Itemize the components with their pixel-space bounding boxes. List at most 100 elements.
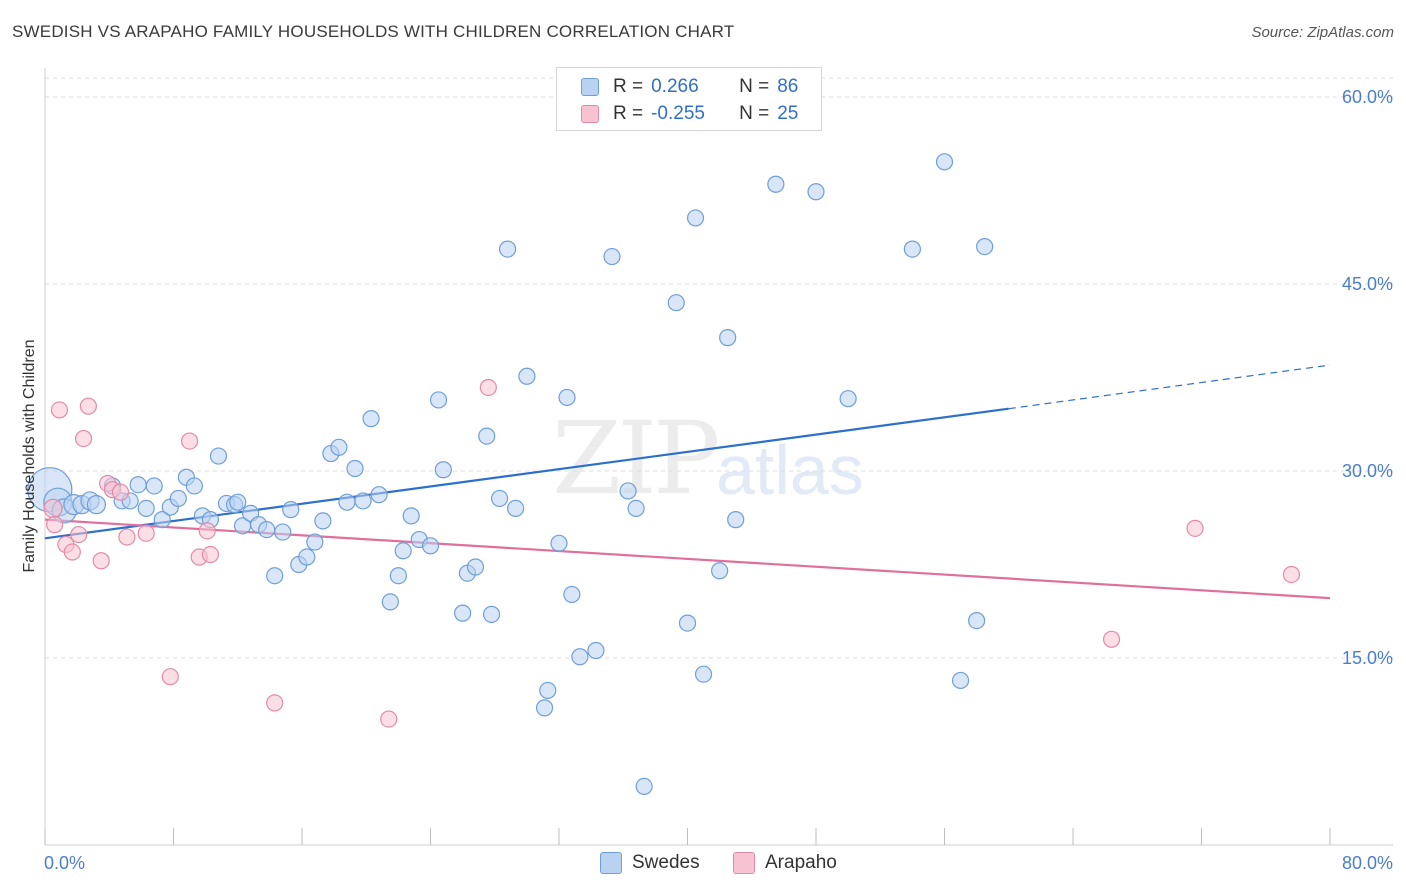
- arapaho-point: [63, 543, 81, 561]
- swedes-point: [338, 493, 356, 511]
- arapaho-point: [79, 397, 97, 415]
- swedes-point: [402, 507, 420, 525]
- swedes-point: [137, 499, 155, 517]
- swedes-point: [258, 520, 276, 539]
- swedes-point: [421, 537, 440, 555]
- swedes-point: [951, 671, 970, 690]
- legend-r-value: 0.266: [651, 76, 699, 97]
- swedes-point: [507, 499, 525, 517]
- legend-r-value: -0.255: [651, 103, 705, 124]
- y-tick-label: 30.0%: [1342, 461, 1393, 481]
- swedes-point: [976, 238, 994, 256]
- legend-n-value: 25: [777, 103, 799, 124]
- arapaho-point: [198, 522, 216, 540]
- swedes-point: [711, 562, 729, 580]
- arapaho-point: [111, 483, 130, 501]
- swedes-point: [499, 240, 517, 258]
- swedes-point: [478, 427, 496, 445]
- arapaho-point: [479, 378, 497, 397]
- legend-row-swedes: R = 0.266 N = 86: [581, 75, 798, 99]
- series-legend: Swedes Arapaho: [0, 852, 1406, 876]
- swedes-point: [346, 459, 364, 478]
- arapaho-point: [74, 429, 93, 448]
- arapaho-point: [201, 545, 220, 564]
- swedes-point: [274, 523, 292, 541]
- legend-n-label: N =: [739, 103, 770, 124]
- arapaho-point: [161, 668, 179, 686]
- swedes-point: [381, 593, 399, 611]
- swedes-swatch: [600, 852, 622, 874]
- swedes-point: [434, 461, 452, 479]
- y-tick-label: 60.0%: [1342, 87, 1393, 107]
- swedes-point: [627, 499, 645, 517]
- arapaho-point: [180, 432, 199, 450]
- swedes-point: [209, 447, 228, 465]
- arapaho-point: [1282, 565, 1301, 584]
- legend-swatch-blue: [581, 78, 599, 96]
- legend-r-label: R =: [613, 103, 644, 124]
- trend-lines: [44, 364, 1331, 600]
- x-tick-label: 80.0%: [1342, 853, 1393, 873]
- source-label: Source: ZipAtlas.com: [1251, 24, 1394, 41]
- arapaho-point: [1186, 519, 1204, 537]
- swedes-point: [767, 175, 785, 193]
- legend-item-swedes: Swedes: [600, 852, 700, 874]
- legend-r-label: R =: [613, 76, 644, 97]
- arapaho-point: [92, 552, 110, 570]
- swedes-point: [686, 209, 705, 227]
- swedes-point: [558, 388, 576, 407]
- arapaho-point: [70, 525, 88, 544]
- arapaho-point: [1102, 630, 1121, 648]
- tick-labels: 15.0% 30.0% 45.0% 60.0% 0.0% 80.0%: [44, 87, 1393, 873]
- legend-n-label: N =: [739, 76, 770, 97]
- swedes-point: [719, 329, 737, 347]
- swedes-point: [619, 482, 637, 500]
- swedes-point: [298, 548, 316, 566]
- swedes-point: [539, 681, 557, 700]
- stats-legend: R = 0.266 N = 86 R = -0.255 N = 25: [556, 67, 822, 131]
- y-axis-label: Family Households with Children: [21, 340, 38, 573]
- swedes-point: [153, 511, 171, 529]
- arapaho-point: [380, 710, 398, 728]
- swedes-point: [839, 390, 857, 408]
- swedes-point: [454, 604, 472, 622]
- swedes-point: [314, 512, 332, 530]
- swedes-point: [482, 605, 501, 623]
- legend-item-arapaho: Arapaho: [733, 852, 837, 874]
- swedes-point: [935, 153, 954, 171]
- swedes-point: [370, 486, 388, 504]
- chart-title: SWEDISH VS ARAPAHO FAMILY HOUSEHOLDS WIT…: [12, 22, 735, 41]
- swedes-point: [306, 533, 324, 551]
- x-tick-label: 0.0%: [44, 853, 85, 873]
- swedes-point: [903, 240, 921, 258]
- swedes-point: [563, 585, 581, 604]
- swedes-point: [362, 410, 380, 428]
- swedes-point: [550, 534, 568, 552]
- swedes-point: [169, 489, 187, 508]
- swedes-point: [587, 641, 605, 660]
- swedes-point: [429, 391, 448, 409]
- swedes-point: [667, 294, 685, 312]
- swedes-point: [330, 438, 348, 456]
- swedes-point: [466, 558, 485, 576]
- swedes-point: [145, 477, 163, 495]
- swedes-point: [694, 665, 713, 683]
- swedes-trend-extension: [1008, 364, 1331, 410]
- arapaho-point: [137, 524, 155, 542]
- swedes-point: [727, 511, 745, 529]
- swedes-point: [229, 493, 247, 511]
- swedes-point: [282, 501, 300, 519]
- arapaho-swatch: [733, 852, 755, 874]
- swedes-point: [678, 614, 697, 632]
- y-tick-label: 15.0%: [1342, 648, 1393, 668]
- data-points: [27, 88, 1301, 796]
- swedes-point: [807, 183, 825, 201]
- legend-n-value: 86: [777, 76, 799, 97]
- arapaho-point: [46, 516, 64, 534]
- swedes-point: [571, 648, 589, 666]
- y-tick-label: 45.0%: [1342, 274, 1393, 294]
- arapaho-point: [118, 528, 136, 546]
- swedes-point: [603, 247, 621, 266]
- swedes-point: [266, 567, 284, 585]
